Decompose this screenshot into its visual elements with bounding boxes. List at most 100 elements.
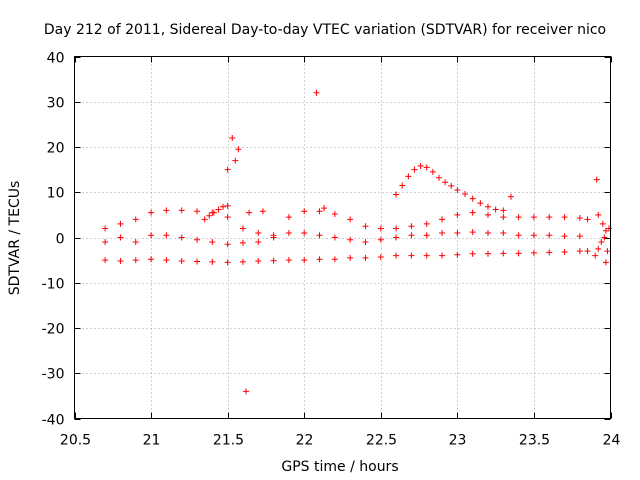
data-point (321, 205, 328, 212)
data-point (313, 89, 320, 96)
data-point (601, 234, 608, 241)
data-point (331, 256, 338, 263)
data-point (178, 258, 185, 265)
data-point (408, 223, 415, 230)
data-point (454, 186, 461, 193)
data-point (148, 256, 155, 263)
data-point (469, 209, 476, 216)
data-point (163, 207, 170, 214)
data-point (515, 232, 522, 239)
data-point (393, 191, 400, 198)
data-point (477, 200, 484, 207)
data-point (439, 229, 446, 236)
data-point (347, 216, 354, 223)
y-tick-label: -30 (42, 367, 65, 383)
data-point (408, 232, 415, 239)
data-point (530, 249, 537, 256)
data-point (546, 214, 553, 221)
data-points (102, 89, 612, 395)
data-point (530, 232, 537, 239)
data-point (316, 208, 323, 215)
data-point (561, 248, 568, 255)
y-axis-label: SDTVAR / TECUs (7, 181, 23, 296)
data-point (507, 193, 514, 200)
data-point (500, 214, 507, 221)
data-point (492, 206, 499, 213)
data-point (484, 229, 491, 236)
y-tick-label: 0 (56, 232, 65, 248)
x-tick-label: 22.5 (366, 433, 397, 449)
data-point (194, 258, 201, 265)
data-point (102, 239, 109, 246)
data-point (576, 215, 583, 222)
data-point (246, 209, 253, 216)
data-point (178, 234, 185, 241)
data-point (224, 241, 231, 248)
data-point (484, 203, 491, 210)
data-point (417, 163, 424, 170)
y-tick-label: 20 (47, 141, 65, 157)
data-point (148, 209, 155, 216)
data-point (399, 182, 406, 189)
data-point (515, 214, 522, 221)
chart-title: Day 212 of 2011, Sidereal Day-to-day VTE… (44, 22, 606, 38)
data-point (102, 257, 109, 264)
y-tick-label: 40 (47, 51, 65, 67)
series-21-3-21-5-rising-arc (201, 202, 231, 223)
data-point (362, 223, 369, 230)
data-point (331, 234, 338, 241)
data-point (239, 258, 246, 265)
data-point (439, 252, 446, 259)
data-point (362, 254, 369, 261)
data-point (301, 229, 308, 236)
data-point (411, 166, 418, 173)
data-point (163, 257, 170, 264)
data-point (224, 166, 231, 173)
data-point (178, 207, 185, 214)
data-point (599, 220, 606, 227)
data-point (423, 232, 430, 239)
data-point (469, 195, 476, 202)
data-point (484, 211, 491, 218)
data-point (132, 216, 139, 223)
plot-frame (74, 56, 611, 419)
data-point (347, 254, 354, 261)
data-point (316, 256, 323, 263)
data-point (132, 239, 139, 246)
data-point (439, 216, 446, 223)
data-point (462, 191, 469, 198)
data-point (442, 179, 449, 186)
data-point (423, 164, 430, 171)
data-point (132, 257, 139, 264)
data-point (163, 232, 170, 239)
data-point (285, 229, 292, 236)
x-tick-label: 21 (143, 433, 161, 449)
x-tick-label: 20.5 (60, 433, 91, 449)
data-point (592, 252, 599, 259)
data-point (576, 248, 583, 255)
data-point (435, 174, 442, 181)
data-point (484, 250, 491, 257)
data-point (604, 248, 611, 255)
x-tick-label: 23.5 (519, 433, 550, 449)
series-middle-band (102, 229, 583, 248)
data-point (423, 252, 430, 259)
y-tick-label: 30 (47, 96, 65, 112)
data-point (215, 206, 222, 213)
data-point (454, 211, 461, 218)
data-point (239, 239, 246, 246)
y-tick-label: 10 (47, 186, 65, 202)
data-point (377, 225, 384, 232)
data-point (429, 168, 436, 175)
series-isolated-points (224, 89, 609, 395)
data-point (362, 239, 369, 246)
data-point (500, 250, 507, 257)
data-point (546, 249, 553, 256)
x-tick-label: 23 (449, 433, 467, 449)
x-tick-label: 24 (603, 433, 621, 449)
data-point (393, 252, 400, 259)
series-lower-band (102, 248, 591, 266)
data-point (255, 239, 262, 246)
data-point (255, 258, 262, 265)
data-point (224, 259, 231, 266)
